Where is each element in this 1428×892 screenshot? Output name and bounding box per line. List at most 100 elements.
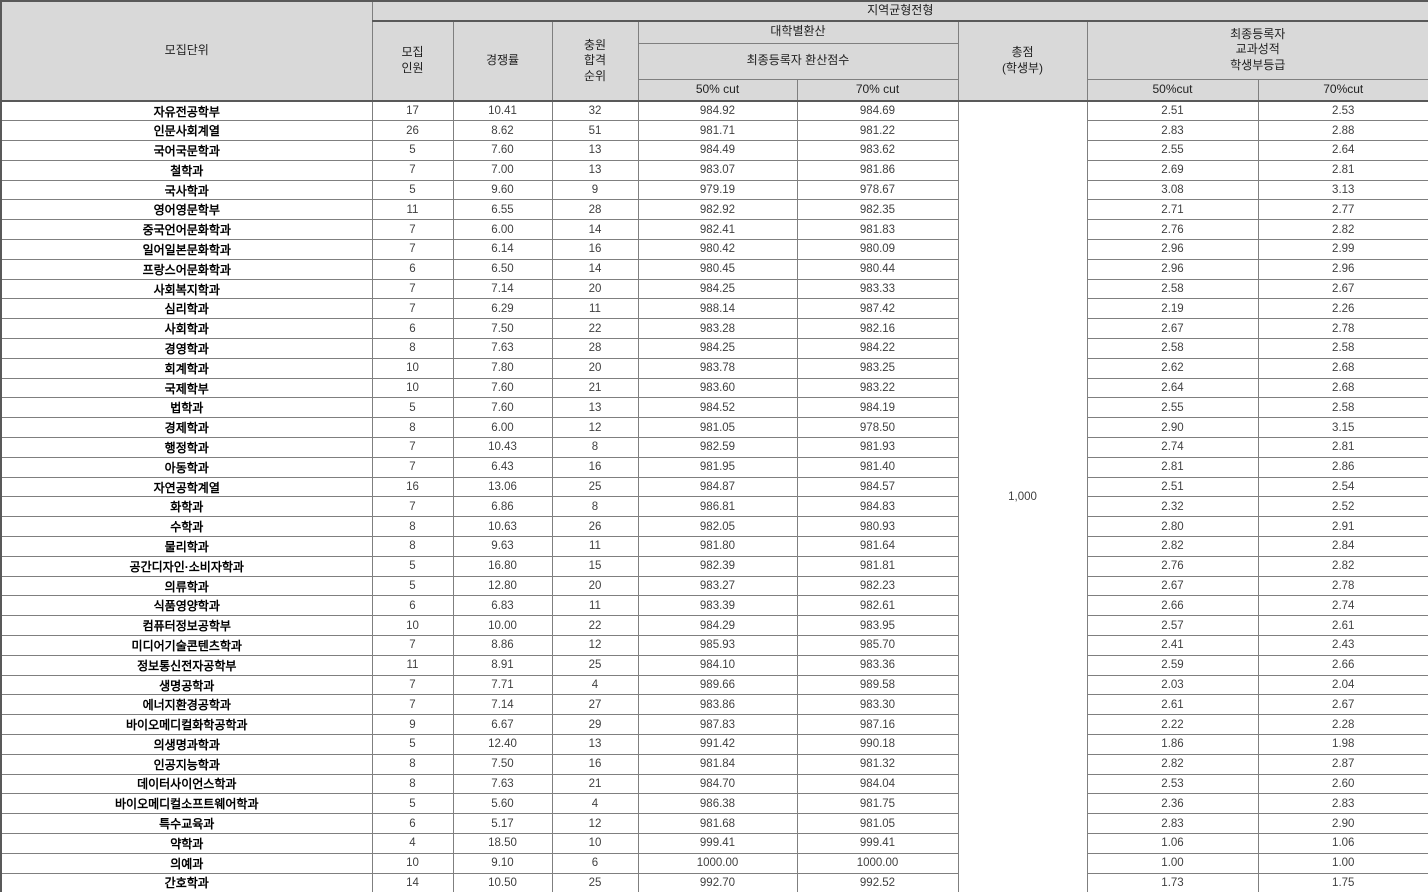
conv-score-70cut-cell: 999.41 [796,832,959,854]
waitlist-rank-cell: 21 [551,377,639,399]
grade-70cut-cell: 2.82 [1257,555,1428,577]
unit-name-cell: 국제학부 [0,377,373,399]
waitlist-rank-cell: 22 [551,615,639,637]
grade-50cut-cell: 2.58 [1086,278,1259,300]
grade-70cut-cell: 3.15 [1257,417,1428,439]
grade-50cut-cell: 2.32 [1086,496,1259,518]
competition-ratio-cell: 13.06 [452,476,553,498]
table-row: 법학과 5 7.60 13 984.52 984.19 2.55 2.58 [0,397,1428,419]
competition-ratio-cell: 6.14 [452,239,553,260]
conv-score-70cut-cell: 983.30 [796,694,959,716]
grade-70cut-cell: 2.67 [1257,694,1428,716]
unit-name-cell: 사회복지학과 [0,278,373,300]
competition-ratio-cell: 10.63 [452,516,553,538]
competition-ratio-cell: 6.67 [452,714,553,735]
header-grade-group: 최종등록자 교과성적 학생부등급 [1086,20,1428,80]
competition-ratio-cell: 5.60 [452,793,553,815]
quota-cell: 7 [371,239,454,260]
waitlist-rank-cell: 25 [551,476,639,498]
header-competition-ratio: 경쟁률 [452,20,553,102]
competition-ratio-cell: 7.71 [452,674,553,696]
conv-score-50cut-cell: 986.38 [637,793,798,815]
conv-score-70cut-cell: 989.58 [796,674,959,696]
conv-score-70cut-cell: 981.32 [796,753,959,775]
quota-cell: 6 [371,813,454,834]
waitlist-rank-cell: 13 [551,734,639,755]
grade-70cut-cell: 2.96 [1257,258,1428,280]
conv-score-70cut-cell: 984.69 [796,100,959,122]
unit-name-cell: 영어영문학부 [0,199,373,221]
quota-cell: 17 [371,100,454,122]
table-row: 국사학과 5 9.60 9 979.19 978.67 3.08 3.13 [0,179,1428,201]
conv-score-70cut-cell: 981.22 [796,120,959,142]
waitlist-rank-cell: 10 [551,832,639,854]
competition-ratio-cell: 6.00 [452,417,553,439]
conv-score-50cut-cell: 980.42 [637,239,798,260]
quota-cell: 6 [371,258,454,280]
conv-score-50cut-cell: 984.87 [637,476,798,498]
table-row: 자연공학계열 16 13.06 25 984.87 984.57 2.51 2.54 [0,476,1428,498]
conv-score-70cut-cell: 982.16 [796,318,959,340]
waitlist-rank-cell: 22 [551,318,639,340]
conv-score-70cut-cell: 980.93 [796,516,959,538]
grade-50cut-cell: 2.82 [1086,753,1259,775]
quota-cell: 10 [371,377,454,399]
header-grade-70cut: 70%cut [1257,78,1428,102]
unit-name-cell: 에너지환경공학과 [0,694,373,716]
table-row: 데이터사이언스학과 8 7.63 21 984.70 984.04 2.53 2.60 [0,773,1428,795]
quota-cell: 26 [371,120,454,142]
grade-70cut-cell: 2.64 [1257,140,1428,161]
grade-50cut-cell: 2.41 [1086,635,1259,656]
conv-score-50cut-cell: 984.70 [637,773,798,795]
competition-ratio-cell: 10.43 [452,437,553,458]
conv-score-70cut-cell: 982.23 [796,575,959,597]
quota-cell: 8 [371,417,454,439]
quota-cell: 5 [371,179,454,201]
waitlist-rank-cell: 29 [551,714,639,735]
quota-cell: 10 [371,615,454,637]
quota-cell: 7 [371,456,454,478]
unit-name-cell: 물리학과 [0,536,373,557]
quota-cell: 8 [371,536,454,557]
waitlist-rank-cell: 16 [551,456,639,478]
conv-score-50cut-cell: 981.80 [637,536,798,557]
total-score-cell: 1,000 [957,100,1088,892]
waitlist-rank-cell: 13 [551,140,639,161]
grade-70cut-cell: 2.54 [1257,476,1428,498]
header-waitlist-rank: 충원 합격 순위 [551,20,639,102]
table-row: 의예과 10 9.10 6 1000.00 1000.00 1.00 1.00 [0,852,1428,874]
header-quota: 모집 인원 [371,20,454,102]
grade-70cut-cell: 2.78 [1257,575,1428,597]
conv-score-70cut-cell: 981.05 [796,813,959,834]
unit-name-cell: 인공지능학과 [0,753,373,775]
conv-score-50cut-cell: 980.45 [637,258,798,280]
quota-cell: 5 [371,575,454,597]
grade-70cut-cell: 2.83 [1257,793,1428,815]
conv-score-70cut-cell: 981.75 [796,793,959,815]
grade-70cut-cell: 2.82 [1257,219,1428,241]
quota-cell: 5 [371,734,454,755]
competition-ratio-cell: 7.80 [452,357,553,379]
unit-name-cell: 아동학과 [0,456,373,478]
conv-score-50cut-cell: 983.60 [637,377,798,399]
waitlist-rank-cell: 25 [551,872,639,892]
conv-score-50cut-cell: 989.66 [637,674,798,696]
grade-70cut-cell: 2.52 [1257,496,1428,518]
grade-50cut-cell: 2.76 [1086,555,1259,577]
waitlist-rank-cell: 20 [551,278,639,300]
unit-name-cell: 식품영양학과 [0,595,373,617]
grade-70cut-cell: 1.98 [1257,734,1428,755]
grade-50cut-cell: 2.58 [1086,338,1259,359]
conv-score-50cut-cell: 992.70 [637,872,798,892]
conv-score-50cut-cell: 984.49 [637,140,798,161]
competition-ratio-cell: 7.50 [452,753,553,775]
table-row: 국제학부 10 7.60 21 983.60 983.22 2.64 2.68 [0,377,1428,399]
conv-score-50cut-cell: 991.42 [637,734,798,755]
conv-score-70cut-cell: 983.36 [796,654,959,676]
grade-70cut-cell: 2.81 [1257,159,1428,181]
grade-70cut-cell: 2.66 [1257,654,1428,676]
table-row: 사회학과 6 7.50 22 983.28 982.16 2.67 2.78 [0,318,1428,340]
grade-70cut-cell: 1.06 [1257,832,1428,854]
waitlist-rank-cell: 12 [551,417,639,439]
table-row: 중국언어문화학과 7 6.00 14 982.41 981.83 2.76 2.82 [0,219,1428,241]
